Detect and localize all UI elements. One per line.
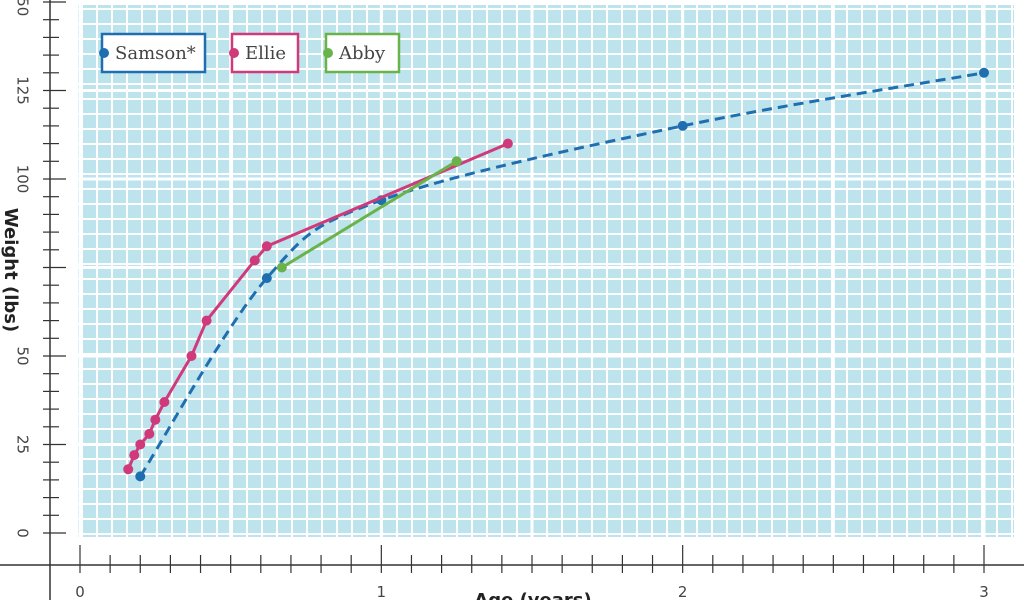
- data-point-ellie: [150, 414, 161, 425]
- data-point-samson: [979, 67, 989, 78]
- y-axis-title: Weight (lbs): [0, 208, 21, 332]
- legend-marker: [323, 48, 333, 58]
- y-tick-label: 0: [14, 528, 32, 538]
- legend: Samson* Ellie Abby: [99, 32, 401, 74]
- data-point-ellie: [144, 428, 155, 439]
- data-point-ellie: [261, 241, 272, 252]
- y-tick-label: 25: [14, 435, 32, 454]
- x-tick-label: 1: [377, 583, 387, 600]
- x-tick-label: 2: [678, 583, 688, 600]
- data-point-ellie: [186, 351, 197, 361]
- legend-label: Samson*: [115, 43, 196, 64]
- x-tick-label: 3: [979, 583, 989, 600]
- data-point-ellie: [159, 397, 170, 408]
- data-point-ellie: [249, 255, 260, 266]
- data-point-ellie: [502, 138, 513, 149]
- data-point-abby: [451, 156, 462, 167]
- legend-label: Abby: [338, 43, 386, 64]
- legend-box: [324, 32, 401, 74]
- series-lines: [123, 67, 989, 482]
- data-point-ellie: [129, 450, 140, 461]
- y-tick-label: 50: [14, 346, 32, 365]
- x-tick-label: 0: [75, 583, 85, 600]
- data-point-samson: [677, 120, 688, 131]
- y-tick-label: 150: [14, 0, 32, 16]
- data-point-abby: [276, 262, 287, 273]
- data-point-samson: [261, 273, 272, 284]
- series-line-abby: [281, 160, 458, 269]
- legend-marker: [229, 48, 239, 58]
- plot-grid: [78, 5, 1014, 537]
- y-tick-label: 100: [14, 165, 32, 194]
- legend-item-abby: Abby: [323, 32, 401, 74]
- legend-item-samson: Samson*: [99, 32, 207, 74]
- data-point-samson: [135, 471, 146, 482]
- series-line-samson: [139, 71, 985, 478]
- data-point-ellie: [123, 464, 134, 475]
- y-tick-label: 125: [14, 76, 32, 105]
- data-point-ellie: [201, 315, 212, 326]
- legend-marker: [99, 48, 109, 58]
- data-point-ellie: [135, 439, 146, 450]
- x-axis-title: Age (years): [474, 590, 591, 600]
- legend-label: Ellie: [245, 43, 286, 64]
- legend-item-ellie: Ellie: [229, 32, 300, 74]
- legend-box: [100, 32, 207, 74]
